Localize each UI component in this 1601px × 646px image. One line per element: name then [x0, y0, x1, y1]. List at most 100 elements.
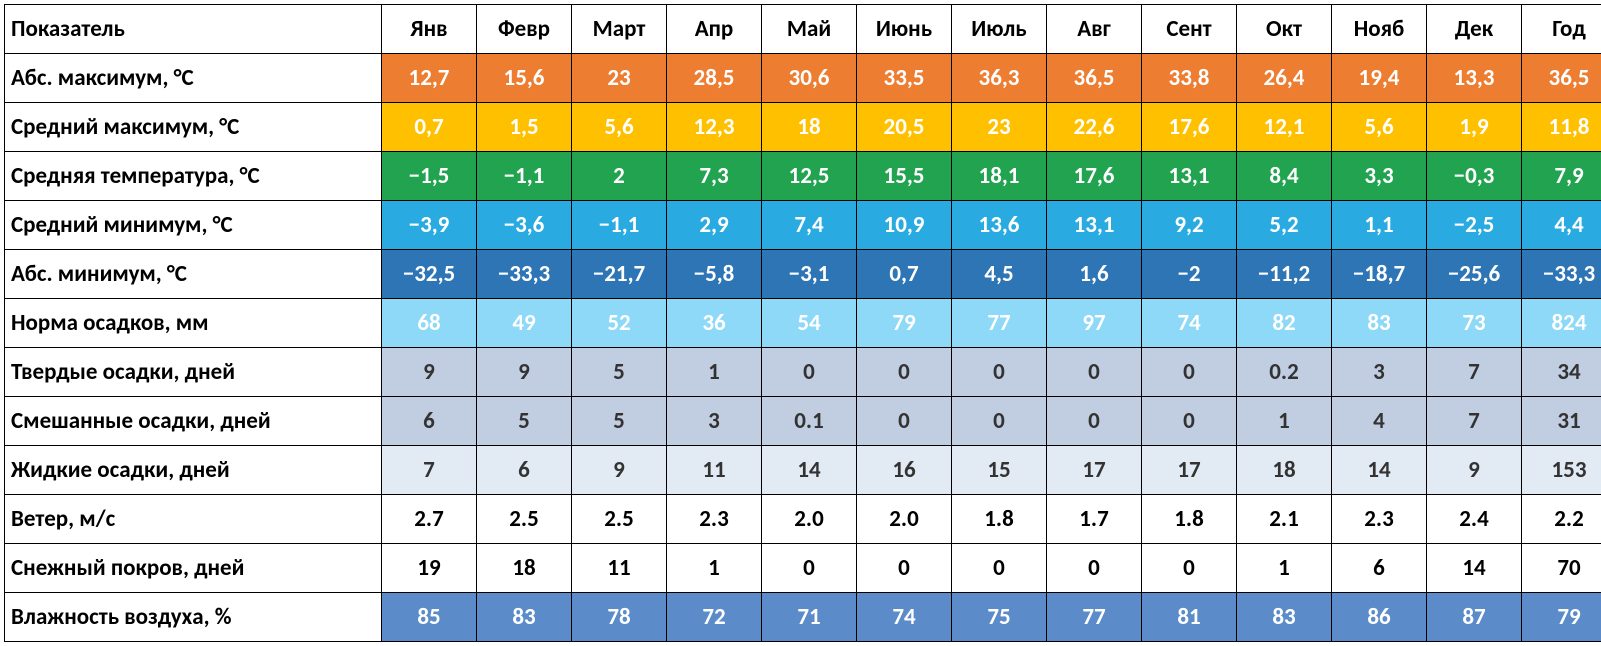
data-cell: 0 — [857, 544, 952, 593]
data-cell: 19,4 — [1332, 54, 1427, 103]
header-row: Показатель ЯнвФеврМартАпрМайИюньИюльАвгС… — [5, 5, 1601, 54]
data-cell: 0 — [952, 544, 1047, 593]
data-cell: 153 — [1522, 446, 1601, 495]
data-cell: 2.2 — [1522, 495, 1601, 544]
data-cell: 2.5 — [477, 495, 572, 544]
data-cell: −1,1 — [477, 152, 572, 201]
data-cell: 26,4 — [1237, 54, 1332, 103]
data-cell: 7 — [1427, 348, 1522, 397]
data-cell: −33,3 — [1522, 250, 1601, 299]
data-cell: 12,3 — [667, 103, 762, 152]
header-col-10: Нояб — [1332, 5, 1427, 54]
data-cell: 2.7 — [382, 495, 477, 544]
data-cell: 7 — [382, 446, 477, 495]
data-cell: 83 — [477, 593, 572, 642]
data-cell: 17,6 — [1142, 103, 1237, 152]
data-cell: 78 — [572, 593, 667, 642]
data-cell: 13,1 — [1142, 152, 1237, 201]
data-cell: −21,7 — [572, 250, 667, 299]
data-cell: −32,5 — [382, 250, 477, 299]
data-cell: 11 — [572, 544, 667, 593]
data-cell: 79 — [1522, 593, 1601, 642]
data-cell: 7,9 — [1522, 152, 1601, 201]
header-col-3: Апр — [667, 5, 762, 54]
table-row: Влажность воздуха, %85837872717475778183… — [5, 593, 1601, 642]
data-cell: 36,5 — [1522, 54, 1601, 103]
header-col-6: Июль — [952, 5, 1047, 54]
data-cell: 0,7 — [382, 103, 477, 152]
data-cell: 0 — [1047, 348, 1142, 397]
data-cell: 2.3 — [1332, 495, 1427, 544]
data-cell: 68 — [382, 299, 477, 348]
data-cell: 17,6 — [1047, 152, 1142, 201]
data-cell: 3,3 — [1332, 152, 1427, 201]
data-cell: −2,5 — [1427, 201, 1522, 250]
data-cell: 5,6 — [1332, 103, 1427, 152]
data-cell: 0 — [1142, 397, 1237, 446]
table-row: Средний минимум, °C−3,9−3,6−1,12,97,410,… — [5, 201, 1601, 250]
data-cell: 0 — [762, 544, 857, 593]
data-cell: 1 — [1237, 544, 1332, 593]
data-cell: 13,1 — [1047, 201, 1142, 250]
row-label: Жидкие осадки, дней — [5, 446, 382, 495]
table-row: Норма осадков, мм68495236547977977482837… — [5, 299, 1601, 348]
data-cell: 7 — [1427, 397, 1522, 446]
data-cell: 70 — [1522, 544, 1601, 593]
data-cell: 23 — [572, 54, 667, 103]
data-cell: 54 — [762, 299, 857, 348]
data-cell: 2 — [572, 152, 667, 201]
data-cell: 33,5 — [857, 54, 952, 103]
data-cell: 5,2 — [1237, 201, 1332, 250]
data-cell: 17 — [1047, 446, 1142, 495]
data-cell: −0,3 — [1427, 152, 1522, 201]
data-cell: 75 — [952, 593, 1047, 642]
data-cell: 11 — [667, 446, 762, 495]
data-cell: 77 — [952, 299, 1047, 348]
row-label: Средняя температура, °C — [5, 152, 382, 201]
data-cell: 49 — [477, 299, 572, 348]
table-row: Твердые осадки, дней9951000000.23734 — [5, 348, 1601, 397]
data-cell: 10,9 — [857, 201, 952, 250]
data-cell: 1,9 — [1427, 103, 1522, 152]
data-cell: 5 — [572, 348, 667, 397]
data-cell: 86 — [1332, 593, 1427, 642]
data-cell: 7,3 — [667, 152, 762, 201]
header-col-5: Июнь — [857, 5, 952, 54]
climate-table: Показатель ЯнвФеврМартАпрМайИюньИюльАвгС… — [4, 4, 1601, 642]
row-label: Норма осадков, мм — [5, 299, 382, 348]
data-cell: 3 — [1332, 348, 1427, 397]
header-col-2: Март — [572, 5, 667, 54]
data-cell: −18,7 — [1332, 250, 1427, 299]
data-cell: 74 — [857, 593, 952, 642]
data-cell: 5,6 — [572, 103, 667, 152]
data-cell: 33,8 — [1142, 54, 1237, 103]
data-cell: 30,6 — [762, 54, 857, 103]
data-cell: 52 — [572, 299, 667, 348]
data-cell: 2.0 — [857, 495, 952, 544]
data-cell: 36,3 — [952, 54, 1047, 103]
data-cell: 12,1 — [1237, 103, 1332, 152]
data-cell: 0 — [952, 348, 1047, 397]
data-cell: 0 — [1142, 544, 1237, 593]
header-col-4: Май — [762, 5, 857, 54]
data-cell: 12,7 — [382, 54, 477, 103]
data-cell: −25,6 — [1427, 250, 1522, 299]
data-cell: 6 — [382, 397, 477, 446]
data-cell: 31 — [1522, 397, 1601, 446]
table-row: Средний максимум, °C0,71,55,612,31820,52… — [5, 103, 1601, 152]
header-col-0: Янв — [382, 5, 477, 54]
row-label: Средний максимум, °C — [5, 103, 382, 152]
data-cell: 7,4 — [762, 201, 857, 250]
data-cell: 0 — [857, 397, 952, 446]
data-cell: 1 — [667, 544, 762, 593]
data-cell: 18 — [1237, 446, 1332, 495]
data-cell: 4,4 — [1522, 201, 1601, 250]
data-cell: 83 — [1237, 593, 1332, 642]
data-cell: 81 — [1142, 593, 1237, 642]
data-cell: 12,5 — [762, 152, 857, 201]
data-cell: 18,1 — [952, 152, 1047, 201]
data-cell: 9 — [382, 348, 477, 397]
data-cell: 82 — [1237, 299, 1332, 348]
data-cell: 9,2 — [1142, 201, 1237, 250]
data-cell: 73 — [1427, 299, 1522, 348]
